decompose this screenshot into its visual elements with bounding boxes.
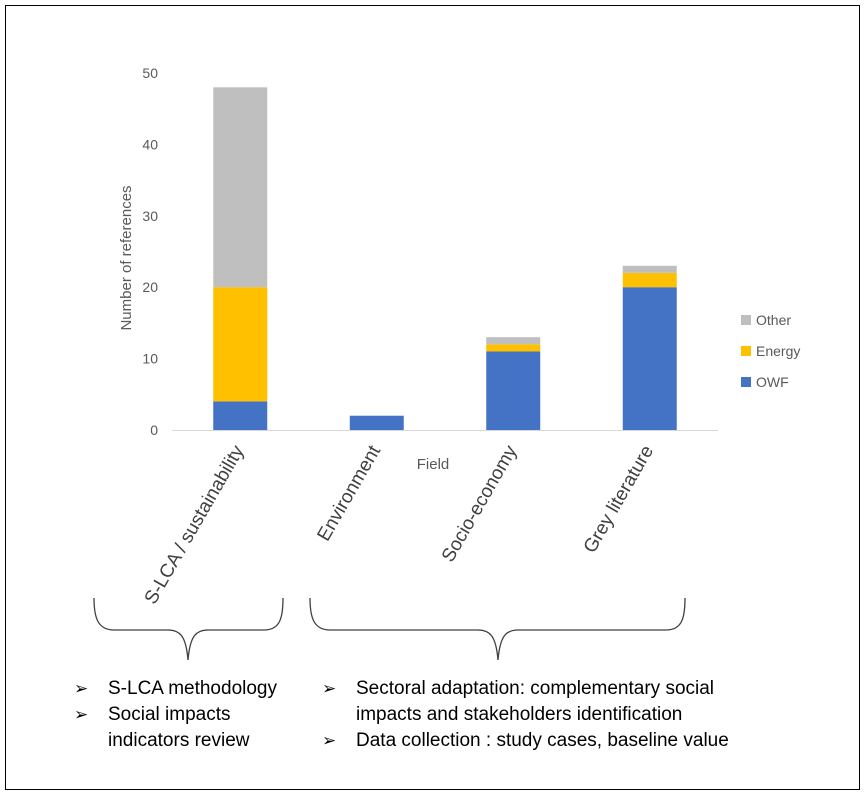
bar-segment-owf [349,415,404,430]
x-tick-label: S-LCA / sustainability [141,442,249,608]
y-tick-label: 20 [142,279,158,295]
arrow-bullet-icon: ➢ [74,679,89,698]
bullet-item: ➢ S-LCA methodology [74,676,314,702]
y-tick-label: 50 [142,65,158,81]
x-tick-label: Socio-economy [438,442,522,566]
legend-swatch [741,377,751,387]
bullet-text: Data collection : study cases, baseline … [356,730,729,751]
y-tick-label: 10 [142,351,158,367]
bullet-item: ➢ Sectoral adaptation: complementary soc… [322,676,767,728]
bar-segment-other [486,337,541,345]
braces [93,597,686,661]
bar-segment-owf [486,351,541,430]
right-bullet-list: ➢ Sectoral adaptation: complementary soc… [322,676,767,754]
bars-group [213,87,677,430]
arrow-bullet-icon: ➢ [322,679,337,698]
x-axis-title: Field [417,456,450,473]
y-tick-label: 0 [150,422,158,438]
bar-segment-other [213,87,268,288]
y-axis: 0 10 20 30 40 50 [142,65,158,438]
legend-label: Energy [756,343,800,359]
x-tick-label: Environment [314,441,386,544]
figure-frame [5,5,860,790]
legend: Other Energy OWF [741,312,800,390]
bar-segment-owf [213,401,268,430]
bullet-item: ➢ Data collection : study cases, baselin… [322,728,767,754]
arrow-bullet-icon: ➢ [322,731,337,750]
bar-segment-energy [213,287,268,402]
legend-swatch [741,315,751,325]
y-tick-label: 40 [142,136,158,152]
left-bullet-list: ➢ S-LCA methodology ➢ Social impacts ind… [74,676,314,754]
bar-segment-owf [622,287,677,430]
bar-segment-energy [486,344,541,352]
left-brace [93,597,284,661]
bar-segment-energy [622,272,677,288]
legend-swatch [741,346,751,356]
y-axis-title: Number of references [118,185,135,330]
bar-segment-other [622,265,677,273]
bullet-text: Social impacts indicators review [108,704,250,751]
bullet-item: ➢ Social impacts indicators review [74,702,314,754]
right-brace [309,597,686,661]
x-tick-label: Grey literature [580,442,658,557]
bullet-text: S-LCA methodology [108,678,277,699]
legend-label: Other [756,312,791,328]
arrow-bullet-icon: ➢ [74,705,89,724]
legend-label: OWF [756,374,789,390]
bullet-text: Sectoral adaptation: complementary socia… [356,678,715,725]
y-tick-label: 30 [142,208,158,224]
